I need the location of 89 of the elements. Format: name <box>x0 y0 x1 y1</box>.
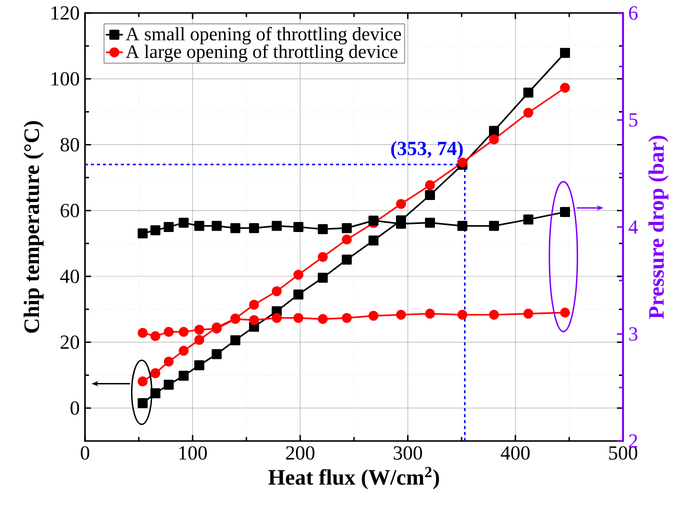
y-tick-label: 80 <box>60 138 80 152</box>
point <box>424 308 435 319</box>
point <box>523 108 534 118</box>
point <box>150 331 160 342</box>
point <box>457 310 468 320</box>
point <box>194 360 204 370</box>
point <box>249 300 260 310</box>
point <box>488 220 499 231</box>
point <box>293 312 304 323</box>
point <box>342 254 352 265</box>
point <box>488 310 499 320</box>
y2-tick-label: 4 <box>628 220 638 234</box>
y-axis-title: Chip temperature (°C) <box>24 121 44 333</box>
point <box>178 346 189 356</box>
point <box>368 310 378 321</box>
y2-axis-title: Pressure drop (bar) <box>648 136 668 319</box>
point <box>424 218 435 228</box>
point <box>488 134 499 144</box>
point <box>138 398 148 408</box>
point <box>342 234 352 245</box>
point <box>164 356 174 367</box>
point <box>230 223 240 234</box>
point <box>138 228 148 238</box>
y2-tick-label: 5 <box>629 113 638 127</box>
point <box>138 328 148 338</box>
point <box>560 207 570 218</box>
point <box>249 315 260 326</box>
y2-tick-label: 3 <box>629 327 638 341</box>
point <box>164 326 174 337</box>
legend-label: A small opening of throttling device <box>126 26 401 44</box>
point <box>212 349 222 360</box>
point <box>560 48 570 58</box>
point <box>396 310 406 320</box>
point <box>523 308 534 319</box>
point <box>318 224 328 234</box>
point <box>396 218 406 229</box>
y2-tick-label: 2 <box>629 434 638 448</box>
point <box>318 314 328 324</box>
x-tick-label: 0 <box>80 446 90 460</box>
point <box>293 270 304 280</box>
x-tick-label: 100 <box>179 446 207 460</box>
x-tick-label: 400 <box>500 446 530 460</box>
point <box>194 334 204 345</box>
point <box>164 380 174 390</box>
legend-label: A large opening of throttling device <box>126 44 398 62</box>
point <box>150 225 160 236</box>
point <box>318 252 328 262</box>
point <box>150 368 160 378</box>
point <box>138 376 148 386</box>
x-axis-title: Heat flux (W/cm$^{2}$) <box>268 466 439 490</box>
point <box>230 335 240 346</box>
point <box>424 190 435 200</box>
point <box>272 220 282 231</box>
point <box>424 180 435 190</box>
y-tick-label: 0 <box>70 401 80 415</box>
x-tick-label: 200 <box>286 446 314 460</box>
point <box>164 222 174 232</box>
point <box>523 88 534 98</box>
point <box>342 223 352 234</box>
y-tick-label: 60 <box>60 204 80 218</box>
point <box>178 370 189 381</box>
y-tick-label: 120 <box>52 6 80 20</box>
point <box>368 216 378 226</box>
point <box>212 220 222 231</box>
point <box>342 312 352 323</box>
point <box>560 82 570 93</box>
point <box>272 312 282 323</box>
point <box>178 326 189 337</box>
y2-tick-label: 6 <box>629 6 638 20</box>
point <box>194 324 204 335</box>
point <box>560 308 570 318</box>
point <box>293 289 304 300</box>
y-tick-label: 40 <box>60 270 80 284</box>
y-tick-label: 20 <box>60 335 80 349</box>
point <box>272 286 282 296</box>
point <box>194 220 204 231</box>
point <box>178 218 189 228</box>
point <box>523 214 534 225</box>
point <box>249 223 260 234</box>
x-tick-label: 500 <box>609 446 638 460</box>
point <box>368 235 378 246</box>
point <box>457 220 468 231</box>
y-tick-label: 100 <box>52 72 80 86</box>
point <box>293 222 304 232</box>
point <box>396 198 406 209</box>
annotation: (353, 74) <box>391 141 463 160</box>
point <box>318 272 328 283</box>
point <box>488 126 499 136</box>
x-tick-label: 300 <box>394 446 422 460</box>
